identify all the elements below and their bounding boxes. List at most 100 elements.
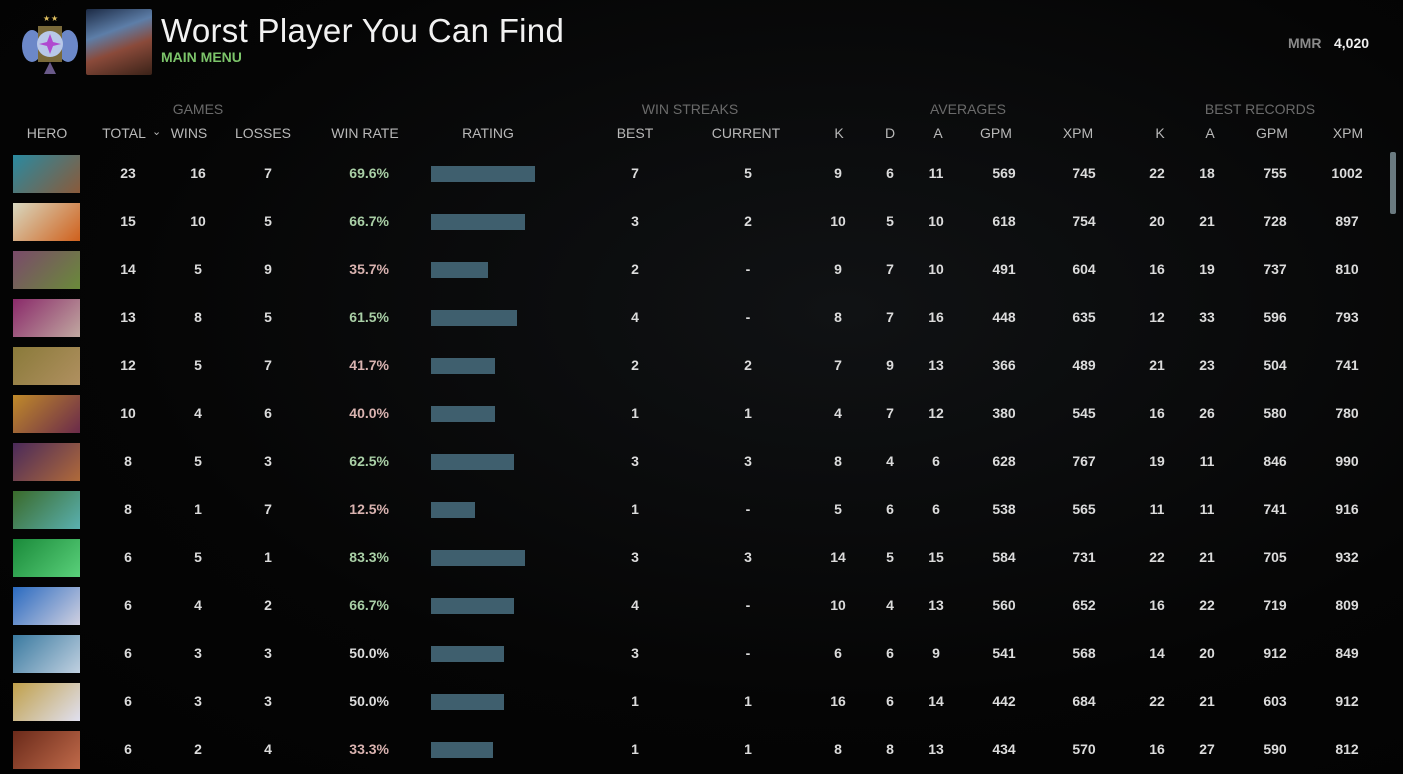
cell-d: 7 [886,261,894,277]
cell-total: 6 [124,597,132,613]
hero-portrait[interactable] [13,491,80,529]
cell-bk: 14 [1149,645,1165,661]
cell-bxpm: 780 [1335,405,1359,421]
cell-best: 7 [631,165,639,181]
cell-bk: 22 [1149,549,1165,565]
rank-medal-icon: ★ ★ [22,14,78,74]
cell-current: 2 [744,213,752,229]
cell-bgpm: 705 [1263,549,1287,565]
hero-portrait[interactable] [13,395,80,433]
avatar[interactable] [86,9,152,75]
col-win-rate[interactable]: WIN RATE [331,125,399,141]
cell-xpm: 754 [1072,213,1096,229]
scrollbar[interactable] [1390,152,1396,214]
hero-portrait[interactable] [13,587,80,625]
cell-win-rate: 66.7% [349,213,389,229]
cell-gpm: 628 [992,453,1016,469]
cell-current: 1 [744,741,752,757]
col-a[interactable]: A [933,125,943,141]
main-menu-link[interactable]: MAIN MENU [161,49,242,65]
col-k[interactable]: K [834,125,844,141]
col-losses[interactable]: LOSSES [234,125,292,141]
hero-portrait[interactable] [13,731,80,769]
cell-bk: 19 [1149,453,1165,469]
cell-losses: 4 [264,741,272,757]
cell-bxpm: 916 [1335,501,1359,517]
hero-portrait[interactable] [13,299,80,337]
cell-losses: 7 [264,501,272,517]
cell-bgpm: 846 [1263,453,1287,469]
cell-a: 13 [928,741,944,757]
hero-portrait[interactable] [13,635,80,673]
cell-wins: 5 [194,261,202,277]
cell-wins: 1 [194,501,202,517]
mmr-value: 4,020 [1334,35,1370,51]
hero-portrait[interactable] [13,539,80,577]
cell-a: 11 [928,165,944,181]
cell-d: 4 [886,453,894,469]
cell-win-rate: 66.7% [349,597,389,613]
col-hero[interactable]: HERO [26,125,68,141]
hero-portrait[interactable] [13,683,80,721]
cell-current: 3 [744,453,752,469]
hero-portrait[interactable] [13,347,80,385]
cell-xpm: 767 [1072,453,1096,469]
cell-total: 15 [120,213,136,229]
cell-bk: 16 [1149,261,1165,277]
col-total[interactable]: TOTAL [102,125,146,141]
cell-win-rate: 41.7% [349,357,389,373]
cell-win-rate: 12.5% [349,501,389,517]
cell-wins: 4 [194,597,202,613]
cell-bxpm: 1002 [1331,165,1363,181]
col-gpm[interactable]: GPM [980,125,1012,141]
col-best-xpm[interactable]: XPM [1332,125,1364,141]
group-games: GAMES [172,101,224,117]
col-best-gpm[interactable]: GPM [1256,125,1288,141]
cell-total: 14 [120,261,136,277]
cell-xpm: 568 [1072,645,1096,661]
cell-best: 2 [631,261,639,277]
cell-bk: 16 [1149,597,1165,613]
col-d[interactable]: D [884,125,896,141]
cell-gpm: 442 [992,693,1016,709]
col-best[interactable]: BEST [616,125,654,141]
cell-wins: 16 [190,165,206,181]
cell-ba: 21 [1199,693,1215,709]
cell-losses: 7 [264,357,272,373]
hero-portrait[interactable] [13,203,80,241]
cell-losses: 2 [264,597,272,613]
cell-gpm: 380 [992,405,1016,421]
cell-win-rate: 61.5% [349,309,389,325]
cell-a: 12 [928,405,944,421]
col-rating[interactable]: RATING [462,125,514,141]
mmr-label: MMR [1288,35,1322,51]
cell-current: 1 [744,693,752,709]
cell-d: 6 [886,645,894,661]
svg-text:★: ★ [43,14,50,23]
hero-portrait[interactable] [13,155,80,193]
cell-win-rate: 35.7% [349,261,389,277]
hero-portrait[interactable] [13,443,80,481]
cell-wins: 8 [194,309,202,325]
cell-bxpm: 741 [1335,357,1359,373]
cell-win-rate: 83.3% [349,549,389,565]
cell-total: 8 [124,501,132,517]
col-current[interactable]: CURRENT [711,125,781,141]
cell-xpm: 565 [1072,501,1096,517]
cell-win-rate: 62.5% [349,453,389,469]
col-wins[interactable]: WINS [170,125,208,141]
hero-portrait[interactable] [13,251,80,289]
col-best-a[interactable]: A [1205,125,1215,141]
cell-a: 10 [928,261,944,277]
cell-bgpm: 596 [1263,309,1287,325]
cell-d: 6 [886,693,894,709]
col-xpm[interactable]: XPM [1062,125,1094,141]
cell-a: 15 [928,549,944,565]
col-best-k[interactable]: K [1155,125,1165,141]
cell-ba: 20 [1199,645,1215,661]
cell-best: 4 [631,309,639,325]
rating-bar [431,358,495,374]
cell-ba: 21 [1199,549,1215,565]
cell-bgpm: 728 [1263,213,1287,229]
cell-a: 16 [928,309,944,325]
